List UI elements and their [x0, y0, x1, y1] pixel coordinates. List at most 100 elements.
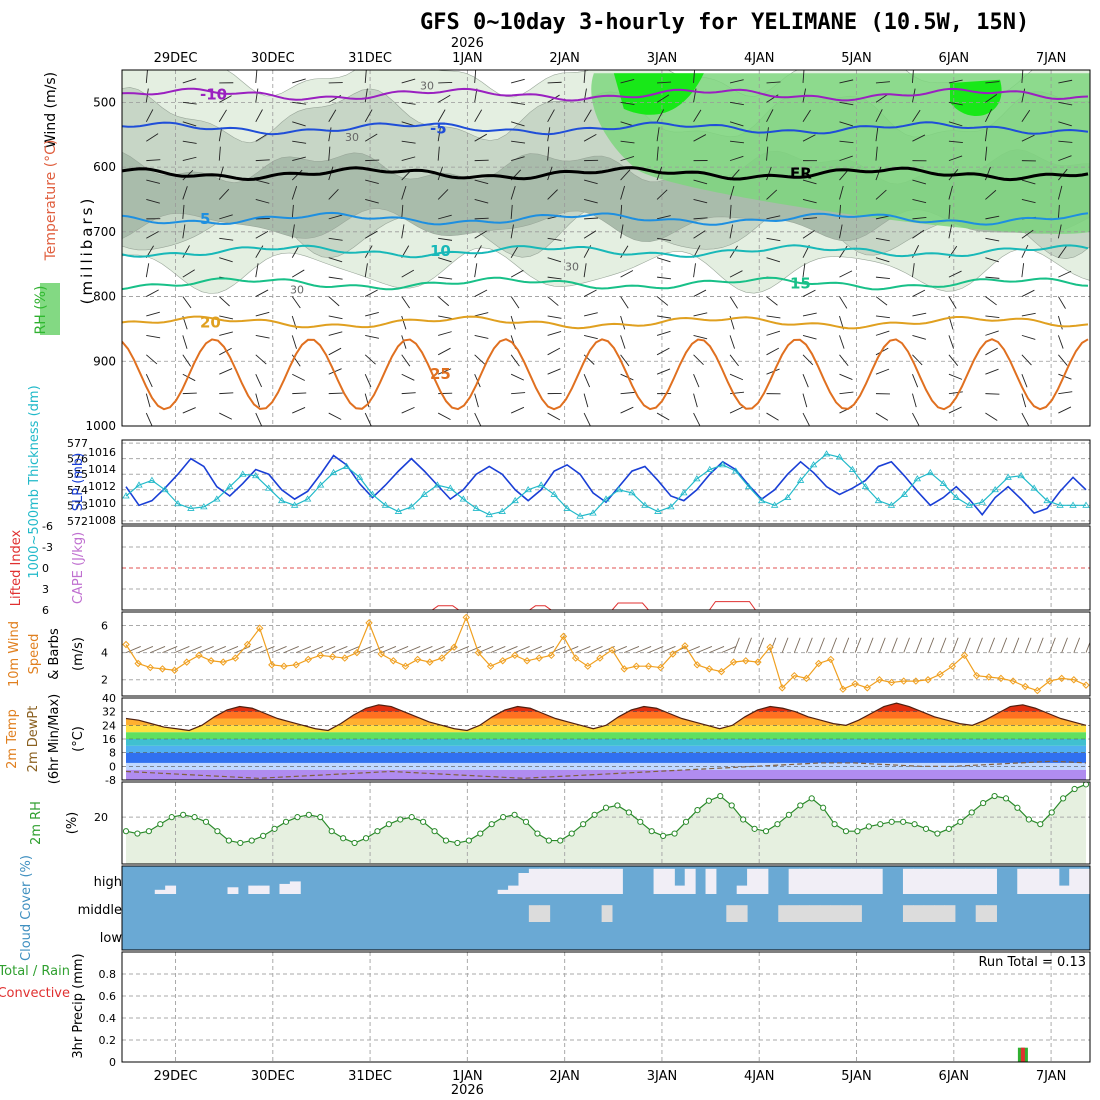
wind-barb	[182, 407, 196, 414]
wind-barb	[474, 289, 488, 297]
wind-barb	[365, 334, 380, 339]
wind-barb	[510, 406, 525, 414]
wind-speed-point	[827, 655, 835, 664]
rh2m-point	[682, 818, 690, 825]
wind-barb	[332, 646, 348, 654]
y-tick-label: 1008	[88, 514, 116, 527]
wind-barb	[1012, 637, 1020, 653]
wind-barb	[693, 263, 696, 278]
rh2m-point	[340, 835, 347, 842]
wind-barb	[948, 354, 959, 366]
wind-barb	[985, 393, 1000, 395]
wind-barb	[219, 392, 234, 395]
thickness-point	[148, 476, 156, 483]
rh2m-point	[968, 809, 975, 816]
wind-barb	[219, 331, 233, 336]
wind-barb	[648, 646, 664, 654]
wind-speed-point	[608, 646, 616, 654]
wind-barb	[729, 140, 744, 144]
wind-barb	[1021, 374, 1028, 388]
rh2m-point	[271, 825, 278, 832]
cloud-high-gap	[788, 868, 800, 894]
wind-barb	[162, 646, 178, 654]
wind-barb	[292, 156, 306, 162]
wind-barb	[405, 646, 421, 654]
thickness-point	[615, 486, 623, 493]
wind-barb	[656, 146, 659, 161]
wind-barb	[729, 296, 738, 309]
date-label-bottom: 2JAN	[549, 1069, 580, 1084]
wind-barb	[255, 159, 270, 162]
wind-barb	[587, 646, 603, 654]
wind-barb	[1021, 354, 1032, 366]
wind-barb	[474, 354, 486, 365]
wind-barb	[328, 368, 342, 375]
rh2m-point	[408, 814, 415, 821]
wind-barb	[951, 637, 959, 653]
cloud-high-gap	[954, 868, 966, 894]
rh2m-point	[1037, 821, 1044, 828]
y-axis-label: & Barbs	[47, 628, 62, 680]
wind-speed-point	[183, 658, 191, 666]
wind-barb	[393, 646, 409, 654]
wind-speed-point	[596, 654, 604, 662]
wind-barb	[584, 217, 599, 220]
wind-speed-point	[413, 655, 422, 664]
wind-speed-line	[125, 615, 1087, 692]
rh2m-point	[431, 828, 438, 835]
wind-barb	[137, 646, 154, 654]
wind-barb	[620, 391, 635, 395]
wind-barb	[802, 263, 806, 278]
y-axis-label: Lifted Index	[9, 529, 24, 606]
wind-barb	[802, 334, 817, 340]
thickness-point	[264, 484, 273, 491]
wind-speed-point	[571, 654, 580, 662]
wind-barb	[364, 354, 376, 365]
wind-speed-point	[304, 655, 312, 664]
wind-barb	[985, 296, 997, 306]
rh2m-point	[191, 814, 198, 821]
wind-barb	[1057, 204, 1060, 219]
wind-barb	[328, 296, 340, 307]
wind-barb	[875, 215, 890, 220]
wind-barb	[502, 646, 518, 654]
wind-barb	[547, 237, 562, 241]
wind-barb	[985, 368, 999, 375]
wind-barb	[839, 224, 843, 239]
wind-barb	[474, 263, 478, 278]
wind-barb	[915, 637, 923, 653]
cloud-high-gap	[165, 885, 177, 894]
wind-barb	[219, 412, 233, 420]
wind-barb	[912, 70, 914, 83]
cloud-middle-gap	[851, 905, 862, 922]
wind-barb	[729, 335, 735, 349]
wind-barb	[656, 296, 669, 306]
wind-barb	[802, 70, 805, 83]
wind-barb	[793, 637, 801, 653]
wind-barb	[976, 637, 983, 653]
rh2m-point	[751, 825, 758, 832]
wind-barb	[583, 109, 592, 123]
cloud-middle-gap	[902, 905, 914, 922]
wind-barb	[839, 121, 854, 127]
wind-barb	[948, 185, 953, 200]
wind-barb	[878, 637, 886, 653]
cloud-middle-gap	[830, 905, 842, 922]
wind-barb	[474, 199, 489, 204]
cloud-middle-gap	[736, 905, 748, 922]
wind-barb	[802, 393, 808, 408]
rh2m-point	[740, 816, 747, 823]
side-label: Temperature (°C)	[43, 140, 59, 262]
cloud-high-gap	[570, 868, 582, 894]
wind-barb	[453, 646, 470, 654]
y-tick-label: 572	[67, 515, 88, 528]
wind-barb	[948, 270, 962, 278]
wind-barb	[620, 185, 626, 200]
wind-barb	[218, 188, 230, 200]
wind-barb	[766, 237, 781, 242]
wind-barb	[429, 646, 445, 654]
dewpoint-line	[125, 760, 1087, 779]
y-tick-label: 573	[67, 499, 88, 512]
wind-barb	[146, 199, 160, 204]
wind10m-plot	[122, 612, 1090, 696]
